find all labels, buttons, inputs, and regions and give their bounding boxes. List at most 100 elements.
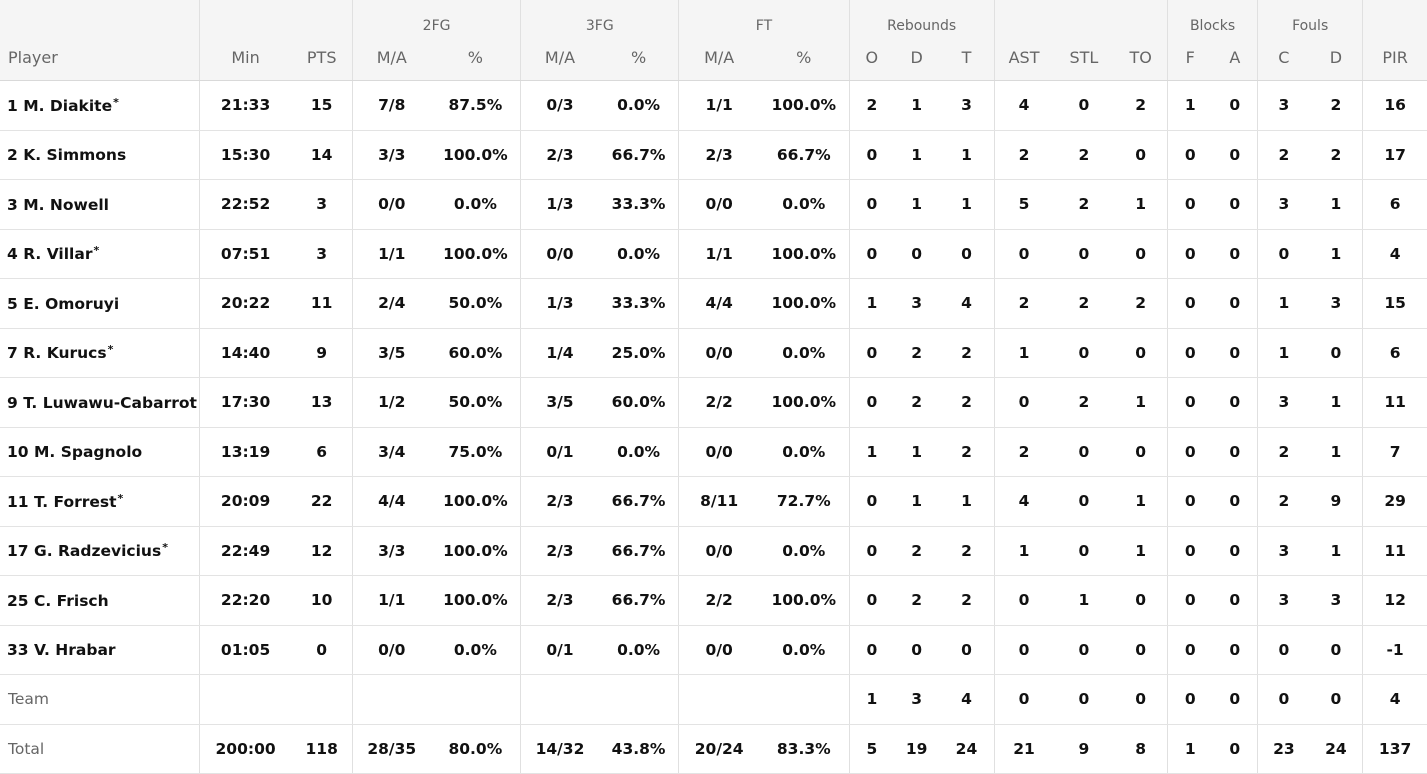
cell-reb-o: 1 <box>849 427 895 477</box>
cell-stl: 9 <box>1053 724 1115 774</box>
player-cell[interactable]: 25 C. Frisch <box>0 575 200 626</box>
header-group-3fg: 3FG <box>520 0 680 35</box>
cell-ft-pct: 0.0% <box>758 179 850 230</box>
col-header-3fg-ma[interactable]: M/A <box>520 35 599 81</box>
cell-ft-ma: 2/2 <box>678 377 759 428</box>
cell-ft-ma: 2/2 <box>678 575 759 626</box>
cell-ast: 5 <box>994 179 1054 230</box>
total-row: Total 200:00 118 28/35 80.0% 14/32 43.8%… <box>0 724 1427 774</box>
cell-3fg-ma: 1/3 <box>520 179 599 230</box>
player-cell[interactable]: 1 M. Diakite* <box>0 80 200 131</box>
cell-pts: 6 <box>291 427 353 477</box>
col-header-blk-a[interactable]: A <box>1212 35 1259 81</box>
player-name[interactable]: M. Nowell <box>23 195 109 214</box>
col-header-blk-f[interactable]: F <box>1167 35 1213 81</box>
cell-ft-pct: 72.7% <box>758 476 850 527</box>
cell-ast: 21 <box>994 724 1054 774</box>
col-header-player[interactable]: Player <box>0 35 200 81</box>
cell-blk-a: 0 <box>1212 674 1259 725</box>
table-row: 1 M. Diakite* 21:33 15 7/8 87.5% 0/3 0.0… <box>0 80 1427 131</box>
cell-2fg-ma: 2/4 <box>352 278 431 329</box>
cell-pir: 137 <box>1362 724 1427 774</box>
cell-blk-f: 0 <box>1167 427 1213 477</box>
cell-ast: 0 <box>994 575 1054 626</box>
col-header-2fg-ma[interactable]: M/A <box>352 35 431 81</box>
player-name[interactable]: V. Hrabar <box>33 641 116 660</box>
cell-foul-c: 23 <box>1257 724 1310 774</box>
player-cell[interactable]: 33 V. Hrabar <box>0 625 200 675</box>
cell-3fg-pct: 66.7% <box>598 575 680 626</box>
col-header-ft-ma[interactable]: M/A <box>678 35 759 81</box>
player-cell[interactable]: 10 M. Spagnolo <box>0 427 200 477</box>
player-name[interactable]: R. Kurucs <box>23 344 107 363</box>
cell-2fg-ma <box>352 674 431 725</box>
cell-pir: 15 <box>1362 278 1427 329</box>
cell-blk-f: 0 <box>1167 328 1213 378</box>
cell-ft-ma: 0/0 <box>678 179 759 230</box>
cell-ft-pct: 0.0% <box>758 328 850 378</box>
player-name[interactable]: C. Frisch <box>33 591 109 610</box>
cell-min: 01:05 <box>199 625 292 675</box>
col-header-ast[interactable]: AST <box>994 35 1054 81</box>
header-group-player-empty <box>0 0 200 35</box>
cell-3fg-ma: 1/4 <box>520 328 599 378</box>
cell-3fg-pct: 0.0% <box>598 229 680 279</box>
player-cell[interactable]: 2 K. Simmons <box>0 130 200 180</box>
cell-reb-o: 0 <box>849 328 895 378</box>
player-cell[interactable]: 3 M. Nowell <box>0 179 200 230</box>
player-name[interactable]: M. Spagnolo <box>33 443 143 462</box>
starter-marker: * <box>113 95 119 109</box>
col-header-to[interactable]: TO <box>1114 35 1168 81</box>
player-name[interactable]: K. Simmons <box>23 146 127 165</box>
cell-reb-o: 1 <box>849 674 895 725</box>
cell-ft-pct: 100.0% <box>758 575 850 626</box>
player-name[interactable]: T. Forrest <box>33 492 117 511</box>
cell-reb-t: 4 <box>939 278 995 329</box>
player-cell[interactable]: 9 T. Luwawu-Cabarrot <box>0 377 200 428</box>
col-header-pts[interactable]: PTS <box>291 35 353 81</box>
cell-ft-ma: 0/0 <box>678 427 759 477</box>
col-header-foul-c[interactable]: C <box>1257 35 1310 81</box>
cell-foul-d: 3 <box>1309 575 1364 626</box>
cell-ft-ma: 8/11 <box>678 476 759 527</box>
col-header-reb-o[interactable]: O <box>849 35 895 81</box>
player-name[interactable]: T. Luwawu-Cabarrot <box>23 393 197 412</box>
player-cell[interactable]: 4 R. Villar* <box>0 229 200 279</box>
col-header-3fg-pct[interactable]: % <box>598 35 680 81</box>
col-header-min[interactable]: Min <box>199 35 292 81</box>
table-row: 17 G. Radzevicius* 22:49 12 3/3 100.0% 2… <box>0 526 1427 576</box>
player-cell[interactable]: 17 G. Radzevicius* <box>0 526 200 576</box>
col-header-2fg-pct[interactable]: % <box>430 35 522 81</box>
col-header-reb-t[interactable]: T <box>939 35 995 81</box>
player-cell[interactable]: 5 E. Omoruyi <box>0 278 200 329</box>
player-name[interactable]: G. Radzevicius <box>33 542 162 561</box>
cell-ft-pct: 100.0% <box>758 377 850 428</box>
table-row: 10 M. Spagnolo 13:19 6 3/4 75.0% 0/1 0.0… <box>0 427 1427 477</box>
player-name[interactable]: R. Villar <box>23 245 93 264</box>
cell-blk-a: 0 <box>1212 575 1259 626</box>
cell-foul-d: 1 <box>1309 427 1364 477</box>
table-row: 9 T. Luwawu-Cabarrot 17:30 13 1/2 50.0% … <box>0 377 1427 428</box>
col-header-stl[interactable]: STL <box>1053 35 1115 81</box>
player-number: 11 <box>7 492 29 511</box>
col-header-reb-d[interactable]: D <box>894 35 940 81</box>
col-header-pir[interactable]: PIR <box>1362 35 1427 81</box>
table-row: 7 R. Kurucs* 14:40 9 3/5 60.0% 1/4 25.0%… <box>0 328 1427 378</box>
player-name[interactable]: E. Omoruyi <box>23 294 120 313</box>
cell-2fg-ma: 1/1 <box>352 229 431 279</box>
cell-foul-c: 3 <box>1257 526 1310 576</box>
cell-stl: 0 <box>1053 476 1115 527</box>
cell-to: 2 <box>1114 80 1168 131</box>
player-cell[interactable]: 7 R. Kurucs* <box>0 328 200 378</box>
player-number: 1 <box>7 96 18 115</box>
player-name[interactable]: M. Diakite <box>23 96 113 115</box>
cell-blk-f: 0 <box>1167 575 1213 626</box>
header-column-row: Player Min PTS M/A % M/A % M/A % O D T A… <box>0 35 1427 81</box>
cell-2fg-ma: 28/35 <box>352 724 431 774</box>
col-header-ft-pct[interactable]: % <box>758 35 850 81</box>
cell-reb-d: 1 <box>894 427 940 477</box>
cell-foul-c: 0 <box>1257 229 1310 279</box>
cell-reb-t: 1 <box>939 476 995 527</box>
col-header-foul-d[interactable]: D <box>1309 35 1364 81</box>
player-cell[interactable]: 11 T. Forrest* <box>0 476 200 527</box>
